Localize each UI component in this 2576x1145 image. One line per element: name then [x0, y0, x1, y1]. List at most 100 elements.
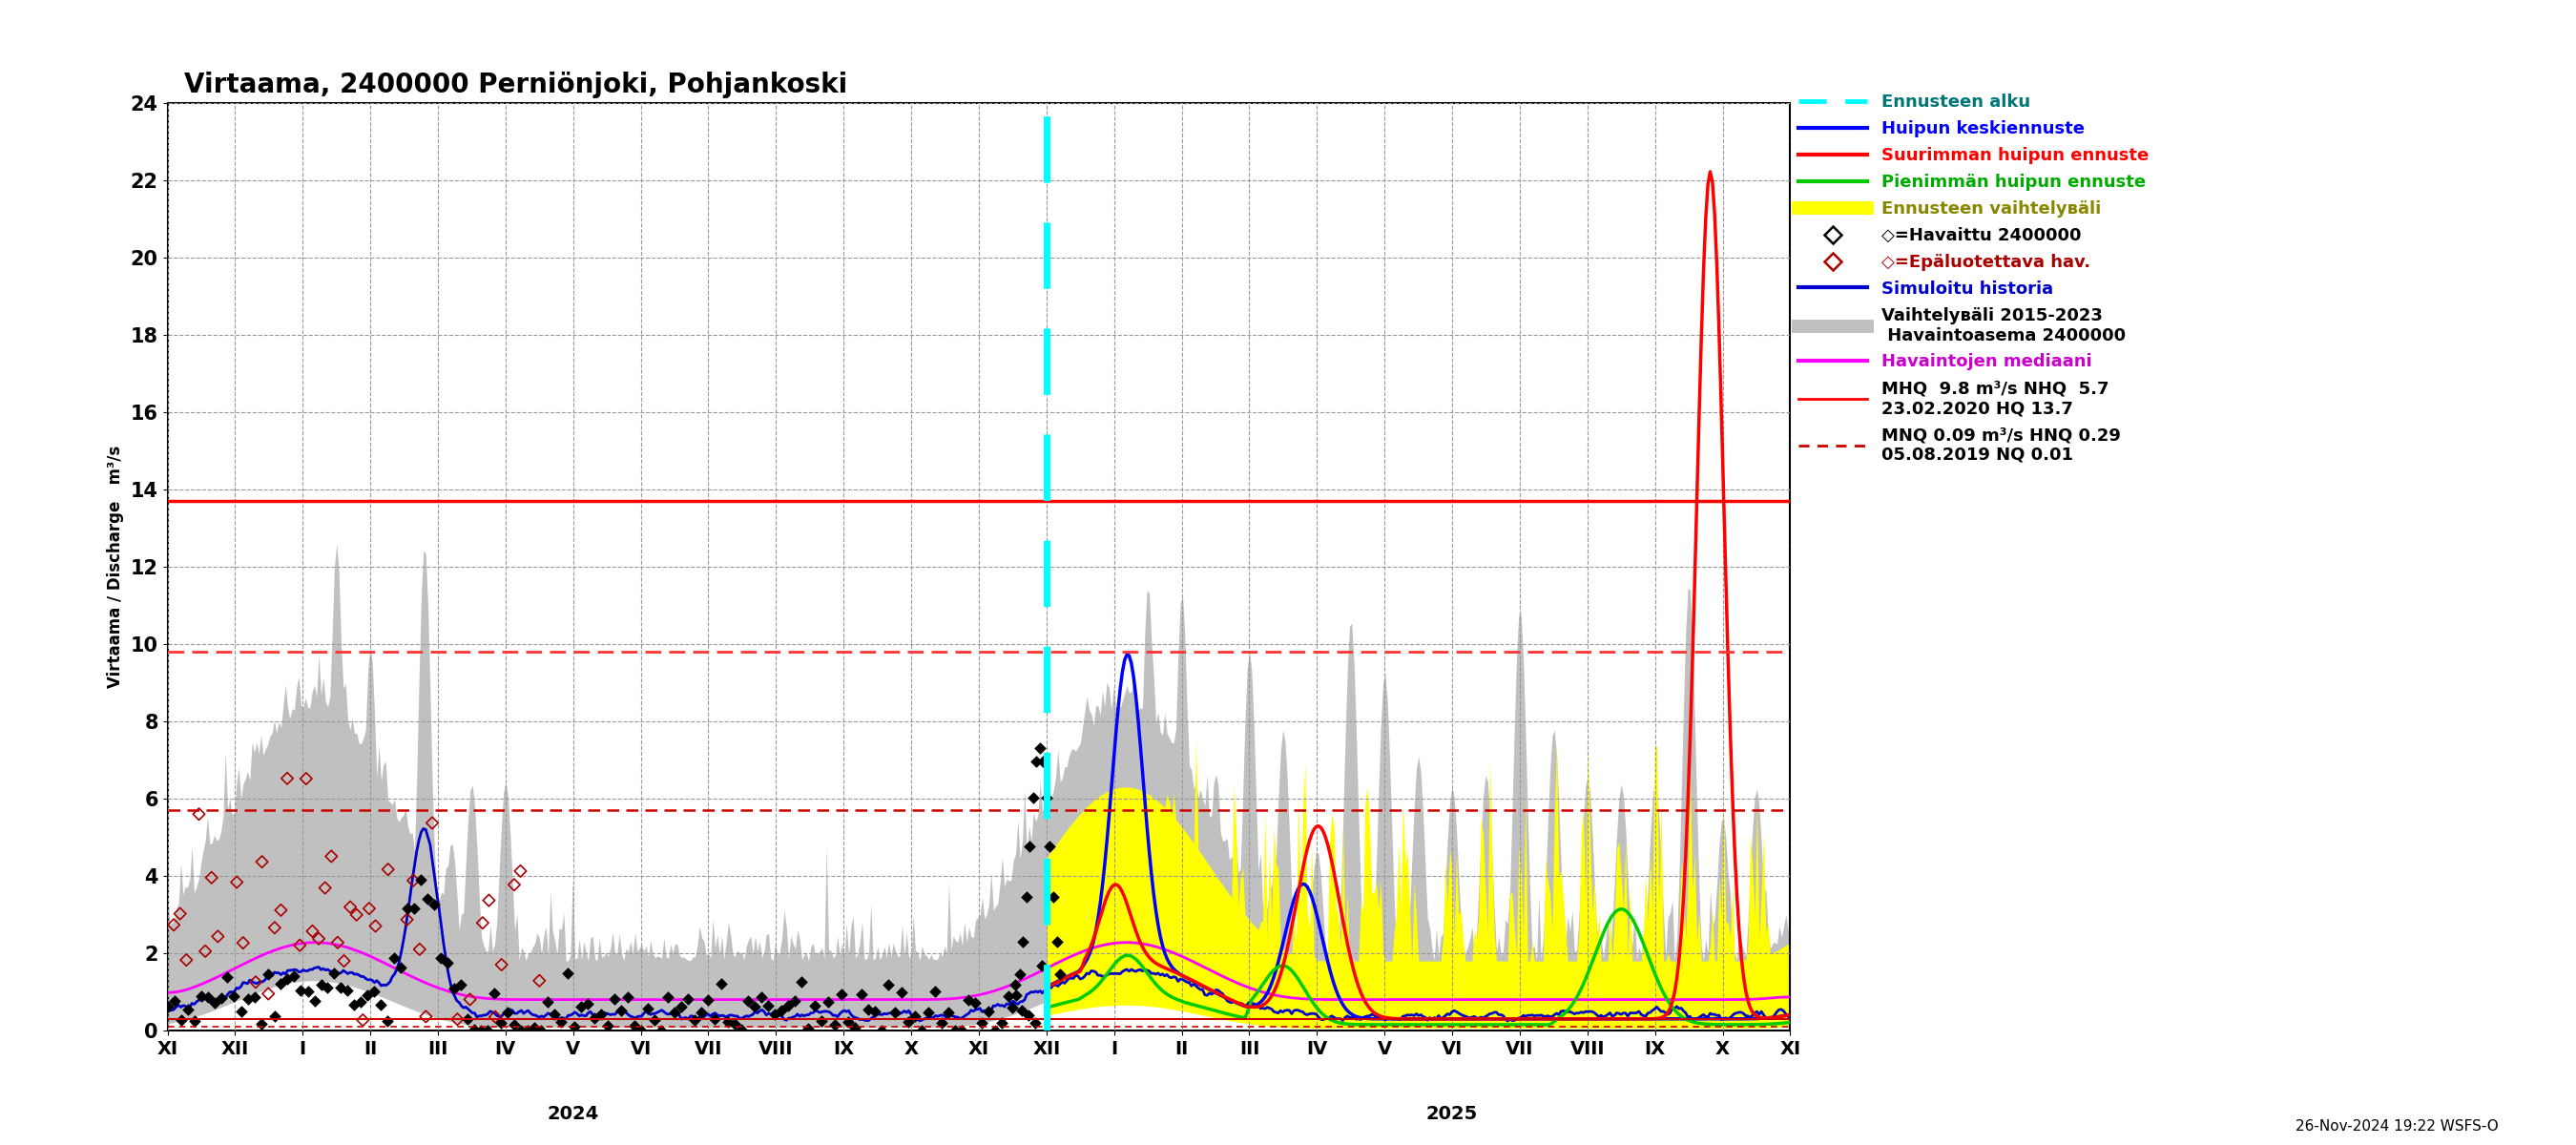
Text: 2025: 2025 [1427, 1105, 1479, 1123]
Point [1038, 965, 1079, 984]
Point [420, 949, 461, 968]
Point [402, 870, 443, 889]
Point [461, 1021, 502, 1040]
Point [448, 1010, 489, 1028]
Point [999, 965, 1041, 984]
Point [242, 853, 283, 871]
Point [781, 973, 822, 992]
Point [1033, 889, 1074, 907]
Point [708, 1013, 750, 1032]
Point [386, 910, 428, 929]
Point [307, 978, 348, 996]
Point [474, 985, 515, 1003]
Y-axis label: Virtaama / Discharge   m³/s: Virtaama / Discharge m³/s [106, 445, 124, 688]
Point [214, 987, 255, 1005]
Point [969, 1003, 1010, 1021]
Point [353, 982, 394, 1001]
Point [381, 958, 422, 977]
Point [562, 997, 603, 1016]
Point [827, 1012, 868, 1030]
Point [453, 1021, 495, 1040]
Point [1023, 752, 1064, 771]
Point [500, 862, 541, 881]
Point [461, 914, 502, 932]
Point [330, 898, 371, 916]
Point [327, 981, 368, 1000]
Point [554, 1017, 595, 1035]
Point [876, 1003, 917, 1021]
Point [1015, 1013, 1056, 1032]
Point [654, 1003, 696, 1021]
Point [1007, 1005, 1048, 1024]
Point [948, 992, 989, 1010]
Point [974, 1021, 1015, 1040]
Point [688, 990, 729, 1009]
Point [634, 1011, 675, 1029]
Point [180, 987, 222, 1005]
Point [167, 1001, 209, 1019]
Point [507, 1021, 549, 1040]
Point [474, 1008, 515, 1026]
Point [399, 940, 440, 958]
Point [255, 918, 296, 937]
Point [1005, 889, 1046, 907]
Point [788, 1019, 829, 1037]
Point [240, 1014, 281, 1033]
Point [193, 994, 234, 1012]
Point [647, 988, 688, 1006]
Point [404, 1008, 446, 1026]
Point [1020, 740, 1061, 758]
Point [1025, 788, 1066, 806]
Legend: Ennusteen alku, Huipun keskiennuste, Suurimman huipun ennuste, Pienimmän huipun : Ennusteen alku, Huipun keskiennuste, Suu… [1798, 94, 2148, 464]
Point [943, 1021, 984, 1040]
Point [574, 1009, 616, 1027]
Point [286, 982, 327, 1001]
Point [448, 990, 489, 1009]
Point [188, 988, 229, 1006]
Point [165, 950, 206, 969]
Point [317, 933, 358, 951]
Point [902, 1021, 943, 1040]
Point [1010, 837, 1051, 855]
Point [355, 917, 397, 935]
Point [438, 1010, 479, 1028]
Point [613, 1017, 654, 1035]
Point [860, 1021, 902, 1040]
Point [304, 878, 345, 897]
Point [415, 895, 456, 914]
Point [407, 890, 448, 908]
Point [992, 998, 1033, 1017]
Point [515, 1019, 556, 1037]
Point [155, 993, 196, 1011]
Point [433, 979, 474, 997]
Point [312, 847, 353, 866]
Point [595, 990, 636, 1009]
Point [206, 969, 247, 987]
Point [1015, 752, 1056, 771]
Point [914, 982, 956, 1001]
Point [487, 1003, 528, 1021]
Point [927, 1003, 969, 1021]
Point [961, 1013, 1002, 1032]
Point [394, 899, 435, 917]
Point [152, 916, 193, 934]
Point [335, 995, 376, 1013]
Point [956, 994, 997, 1012]
Point [641, 1021, 683, 1040]
Point [1002, 1001, 1043, 1019]
Point [1002, 932, 1043, 950]
Point [541, 1012, 582, 1030]
Point [216, 872, 258, 891]
Point [173, 1012, 214, 1030]
Point [299, 930, 340, 948]
Point [191, 868, 232, 886]
Point [294, 992, 335, 1010]
Point [587, 1017, 629, 1035]
Point [500, 1021, 541, 1040]
Point [814, 1016, 855, 1034]
Point [994, 976, 1036, 994]
Point [533, 1005, 574, 1024]
Point [742, 988, 783, 1006]
Point [848, 1001, 889, 1019]
Point [247, 965, 289, 984]
